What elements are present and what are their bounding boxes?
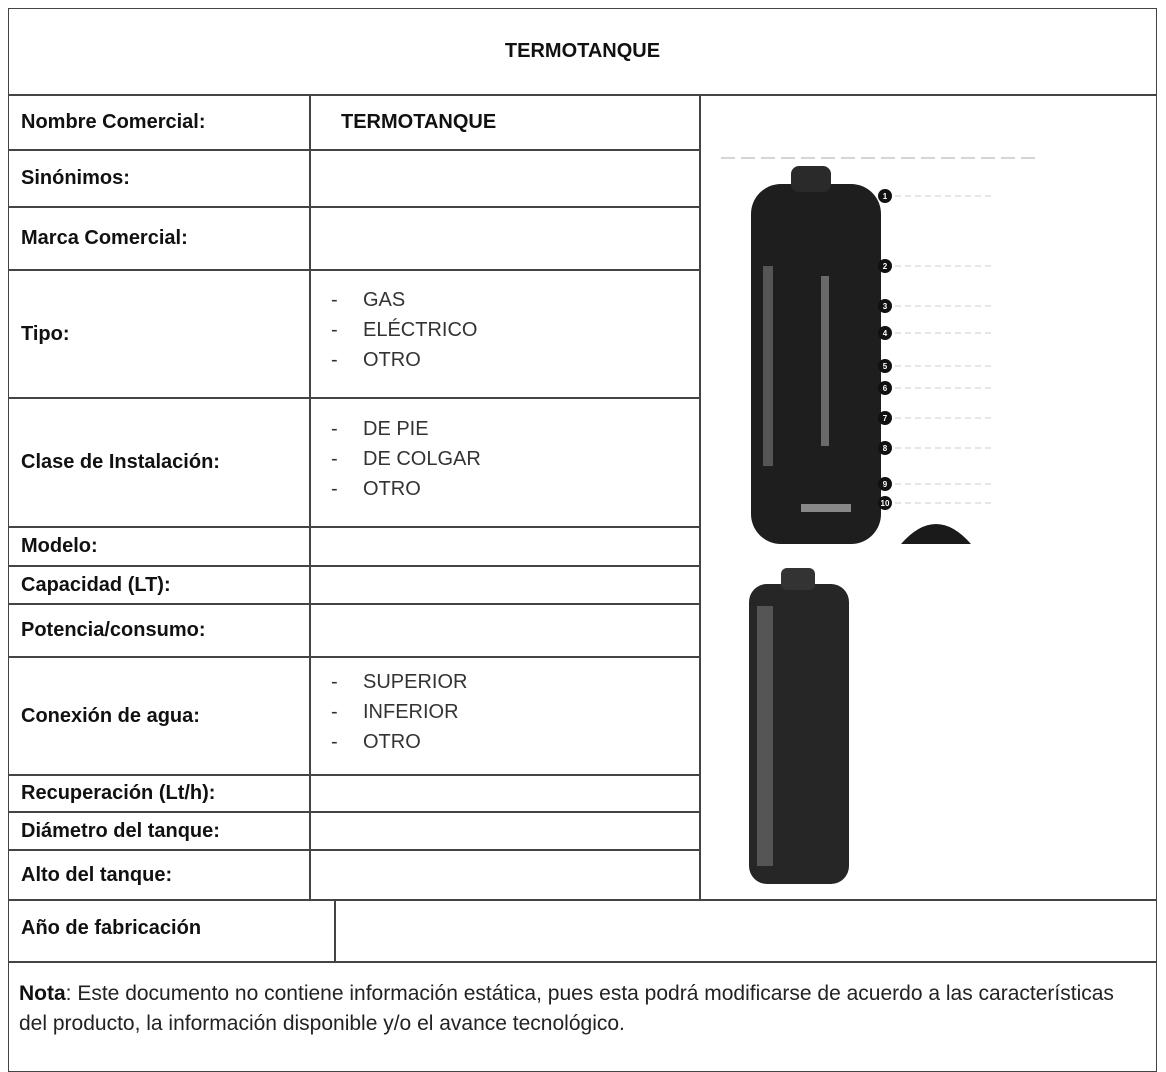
row-value: - DE PIE - DE COLGAR - OTRO — [310, 398, 700, 527]
option-marker: - — [331, 417, 338, 440]
row-value — [310, 527, 700, 566]
option-text: GAS — [363, 289, 406, 311]
row-label: Alto del tanque: — [8, 850, 310, 900]
callout-dot — [878, 189, 892, 203]
callout-dot — [878, 359, 892, 373]
heater-cap — [901, 524, 971, 544]
row-label: Recuperación (Lt/h): — [8, 775, 310, 812]
row-value — [310, 566, 700, 604]
callout-number: 5 — [883, 362, 888, 371]
heater-top — [791, 166, 831, 192]
callout-dot — [878, 299, 892, 313]
row-label: Marca Comercial: — [8, 207, 310, 270]
callout-number: 9 — [883, 480, 888, 489]
option-marker: - — [331, 447, 338, 470]
callout-number: 4 — [883, 329, 888, 338]
option-list: - GAS - ELÉCTRICO - OTRO — [311, 289, 699, 379]
option-text: SUPERIOR — [363, 671, 468, 693]
callout-dot — [878, 381, 892, 395]
callout-number: 8 — [883, 444, 888, 453]
row-label: Nombre Comercial: — [8, 95, 310, 150]
option-list: - DE PIE - DE COLGAR - OTRO — [311, 418, 699, 508]
row-label: Capacidad (LT): — [8, 566, 310, 604]
option-marker: - — [331, 477, 338, 500]
row-value — [310, 150, 700, 207]
note-label: Nota — [19, 982, 66, 1005]
row-label: Modelo: — [8, 527, 310, 566]
row-label: Clase de Instalación: — [8, 398, 310, 527]
option-list: - SUPERIOR - INFERIOR - OTRO — [311, 671, 699, 761]
figure-cell: 1 2 3 4 5 6 7 8 9 10 — [700, 95, 1157, 900]
option-text: OTRO — [363, 731, 421, 753]
row-value: - GAS - ELÉCTRICO - OTRO — [310, 270, 700, 398]
note-text: : Este documento no contiene información… — [19, 982, 1114, 1035]
option-text: DE COLGAR — [363, 447, 481, 470]
callout-number: 1 — [883, 192, 888, 201]
option-text: DE PIE — [363, 417, 429, 440]
year-value — [335, 900, 1157, 962]
callout-number: 6 — [883, 384, 888, 393]
callout-number: 2 — [883, 262, 888, 271]
option-marker: - — [331, 701, 338, 723]
callout-dot — [878, 326, 892, 340]
option-marker: - — [331, 731, 338, 753]
callout-dot — [878, 496, 892, 510]
row-value — [310, 775, 700, 812]
row-label: Potencia/consumo: — [8, 604, 310, 657]
option-marker: - — [331, 671, 338, 693]
row-value — [310, 207, 700, 270]
callout-dot — [878, 259, 892, 273]
row-value: TERMOTANQUE — [310, 95, 700, 150]
heater-highlight — [757, 606, 773, 866]
option-text: OTRO — [363, 349, 421, 371]
row-value — [310, 812, 700, 850]
row-label: Sinónimos: — [8, 150, 310, 207]
callout-number: 10 — [881, 499, 890, 508]
row-label: Diámetro del tanque: — [8, 812, 310, 850]
callout-dot — [878, 477, 892, 491]
option-text: OTRO — [363, 477, 421, 500]
option-marker: - — [331, 319, 338, 341]
option-text: ELÉCTRICO — [363, 319, 478, 341]
callout-number: 3 — [883, 302, 888, 311]
callout-dot — [878, 441, 892, 455]
year-label: Año de fabricación — [8, 900, 335, 962]
heater-body — [751, 184, 881, 544]
callout-number: 7 — [883, 414, 888, 423]
heater-body-2 — [749, 584, 849, 884]
heater-highlight — [821, 276, 829, 446]
note: Nota: Este documento no contiene informa… — [8, 962, 1157, 1072]
row-label: Conexión de agua: — [8, 657, 310, 775]
row-label: Tipo: — [8, 270, 310, 398]
row-value — [310, 604, 700, 657]
heater-vent — [801, 504, 851, 512]
option-marker: - — [331, 349, 338, 371]
title: TERMOTANQUE — [8, 8, 1157, 95]
option-marker: - — [331, 289, 338, 311]
option-text: INFERIOR — [363, 701, 459, 723]
heater-top-2 — [781, 568, 815, 590]
product-figure: 1 2 3 4 5 6 7 8 9 10 — [721, 157, 1041, 884]
row-value: - SUPERIOR - INFERIOR - OTRO — [310, 657, 700, 775]
row-value — [310, 850, 700, 900]
callout-dot — [878, 411, 892, 425]
heater-highlight — [763, 266, 773, 466]
